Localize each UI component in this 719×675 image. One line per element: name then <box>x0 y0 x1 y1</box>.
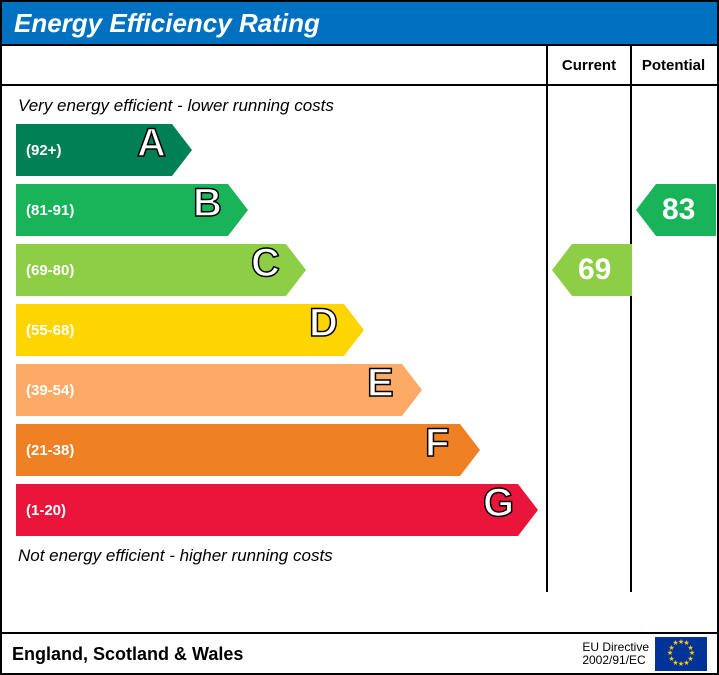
eu-star-icon: ★ <box>683 660 689 668</box>
caption-bottom: Not energy efficient - higher running co… <box>2 544 546 574</box>
band-range: (69-80) <box>16 262 74 279</box>
header-current: Current <box>548 46 632 84</box>
chart-body: Current Potential Very energy efficient … <box>2 44 717 632</box>
eu-directive-block: EU Directive 2002/91/EC ★★★★★★★★★★★★ <box>582 637 707 671</box>
eu-star-icon: ★ <box>672 641 678 649</box>
header-potential: Potential <box>632 46 715 84</box>
band-letter: F <box>425 421 449 466</box>
column-headers: Current Potential <box>2 46 717 86</box>
epc-chart: Energy Efficiency Rating Current Potenti… <box>0 0 719 675</box>
title-text: Energy Efficiency Rating <box>14 8 320 38</box>
band-a: (92+) A <box>16 124 546 176</box>
eu-star-icon: ★ <box>678 661 684 669</box>
band-g: (1-20) G <box>16 484 546 536</box>
band-range: (92+) <box>16 142 61 159</box>
band-e: (39-54) E <box>16 364 546 416</box>
band-letter: A <box>137 121 166 166</box>
chart-row: Very energy efficient - lower running co… <box>2 86 717 592</box>
header-spacer <box>2 46 548 84</box>
potential-column: 83 <box>632 86 715 592</box>
band-letter: D <box>309 301 338 346</box>
bands-column: Very energy efficient - lower running co… <box>2 86 548 592</box>
band-f: (21-38) F <box>16 424 546 476</box>
band-range: (55-68) <box>16 322 74 339</box>
current-pointer: 69 <box>552 244 611 296</box>
band-b: (81-91) B <box>16 184 546 236</box>
eu-flag-icon: ★★★★★★★★★★★★ <box>655 637 707 671</box>
band-range: (21-38) <box>16 442 74 459</box>
band-letter: C <box>251 241 280 286</box>
potential-pointer: 83 <box>636 184 695 236</box>
potential-pointer-value: 83 <box>636 193 695 227</box>
current-pointer-value: 69 <box>552 253 611 287</box>
band-range: (1-20) <box>16 502 66 519</box>
band-range: (39-54) <box>16 382 74 399</box>
caption-top: Very energy efficient - lower running co… <box>2 94 546 124</box>
band-letter: E <box>367 361 394 406</box>
footer-region: England, Scotland & Wales <box>12 644 243 665</box>
band-range: (81-91) <box>16 202 74 219</box>
band-c: (69-80) C <box>16 244 546 296</box>
band-letter: B <box>193 181 222 226</box>
current-column: 69 <box>548 86 632 592</box>
eu-directive-text: EU Directive 2002/91/EC <box>582 641 649 667</box>
eu-line2: 2002/91/EC <box>582 654 649 667</box>
band-d: (55-68) D <box>16 304 546 356</box>
band-letter: G <box>483 481 514 526</box>
footer: England, Scotland & Wales EU Directive 2… <box>2 632 717 674</box>
title-bar: Energy Efficiency Rating <box>2 2 717 44</box>
